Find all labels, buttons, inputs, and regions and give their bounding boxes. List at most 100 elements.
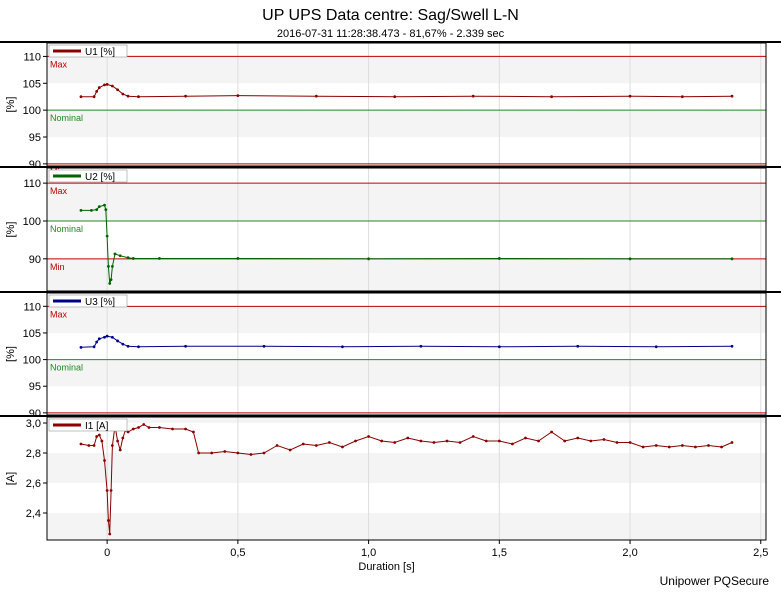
data-point: [110, 265, 114, 268]
data-point: [680, 444, 684, 447]
plot-band: [47, 258, 766, 291]
data-point: [131, 257, 135, 260]
data-point: [79, 208, 83, 212]
plot-band: [47, 412, 766, 415]
x-tick-label: 1,5: [492, 547, 507, 559]
panel-2: Max Nominal Min 90 100 110 [%] U2 [%]: [0, 166, 781, 292]
data-point: [210, 451, 214, 455]
data-point: [510, 442, 514, 446]
y-tick-label: 110: [23, 178, 41, 190]
data-point: [97, 337, 101, 341]
data-point: [471, 435, 475, 438]
data-point: [158, 257, 161, 260]
legend-label: U1 [%]: [85, 47, 115, 58]
data-point: [615, 441, 619, 444]
data-point: [95, 89, 99, 93]
plot-band: [47, 453, 766, 483]
data-point: [100, 439, 104, 443]
y-axis-label: [%]: [5, 222, 17, 238]
data-point: [262, 344, 266, 348]
data-point: [116, 339, 119, 343]
data-point: [192, 430, 195, 434]
data-point: [113, 252, 117, 256]
series-line: [80, 335, 733, 348]
y-tick-label: 100: [23, 355, 41, 367]
panel-4: 2,4 2,6 2,8 3,0 [A] I1 [A] 0 0,5 1,0 1,5 2,0 2,5 Dur…: [0, 415, 781, 573]
data-point: [497, 257, 501, 260]
chart-subtitle: 2016-07-31 11:28:38.473 - 81,67% - 2.339…: [276, 28, 505, 40]
y-tick-label: 2,4: [26, 508, 41, 520]
data-point: [393, 95, 397, 99]
data-point: [223, 450, 227, 453]
data-point: [108, 532, 112, 536]
x-tick-label: 2,0: [622, 547, 637, 559]
data-point: [116, 88, 119, 92]
plot-band: [47, 359, 766, 387]
data-point: [458, 441, 462, 444]
data-point: [236, 257, 240, 260]
data-point: [550, 95, 554, 99]
x-tick-label: 1,0: [361, 547, 376, 559]
data-point: [393, 441, 397, 444]
legend-box: [48, 418, 128, 432]
data-point: [116, 439, 119, 443]
y-axis-label: [%]: [5, 346, 17, 362]
data-point: [171, 427, 174, 431]
data-point: [380, 439, 384, 443]
data-point: [97, 205, 101, 209]
y-tick-label: 3,0: [26, 418, 41, 430]
data-point: [197, 451, 201, 455]
y-tick-label: 105: [23, 78, 41, 90]
data-point: [137, 95, 140, 99]
data-point: [107, 519, 110, 522]
legend-label: I1 [A]: [85, 421, 109, 432]
series-line: [80, 423, 733, 535]
legend-box: [48, 169, 128, 183]
data-point: [137, 426, 140, 429]
y-tick-label: 105: [23, 328, 41, 340]
data-point: [327, 441, 331, 444]
data-point: [92, 444, 96, 447]
data-point: [104, 208, 108, 212]
data-point: [720, 445, 723, 449]
y-tick-label: 110: [23, 51, 41, 63]
data-point: [730, 344, 734, 348]
data-point: [288, 448, 292, 452]
data-point: [406, 436, 410, 440]
legend-label: U3 [%]: [85, 297, 115, 308]
ref-line-label: Nominal: [50, 363, 83, 373]
data-point: [654, 444, 658, 447]
brand-label: Unipower PQSecure: [659, 574, 769, 588]
data-point: [550, 430, 554, 434]
data-point: [707, 444, 710, 447]
data-point: [236, 451, 240, 455]
data-point: [108, 282, 112, 285]
ref-line-label: Min: [50, 262, 65, 272]
ref-line-label: Max: [50, 309, 68, 319]
data-point: [105, 234, 109, 238]
data-point: [184, 94, 187, 98]
data-point: [110, 84, 114, 88]
data-point: [730, 257, 734, 261]
panel-1: MaxNominalMin9095100105110[%]U1 [%]: [0, 41, 781, 177]
data-point: [109, 278, 113, 282]
y-tick-label: 2,8: [26, 448, 41, 460]
data-point: [341, 445, 344, 449]
data-point: [126, 430, 130, 434]
data-point: [432, 441, 436, 444]
data-point: [97, 433, 101, 437]
data-point: [118, 254, 122, 258]
ref-line-label: Max: [50, 59, 68, 69]
data-point: [419, 344, 423, 348]
data-point: [107, 265, 110, 268]
data-point: [87, 444, 91, 447]
data-point: [142, 423, 146, 426]
data-point: [121, 342, 125, 346]
data-point: [576, 436, 580, 440]
plot-band: [47, 306, 766, 333]
legend-label: U2 [%]: [85, 172, 115, 183]
data-point: [105, 334, 109, 338]
data-point: [367, 435, 370, 438]
data-point: [445, 439, 449, 443]
plot-band: [47, 417, 766, 423]
